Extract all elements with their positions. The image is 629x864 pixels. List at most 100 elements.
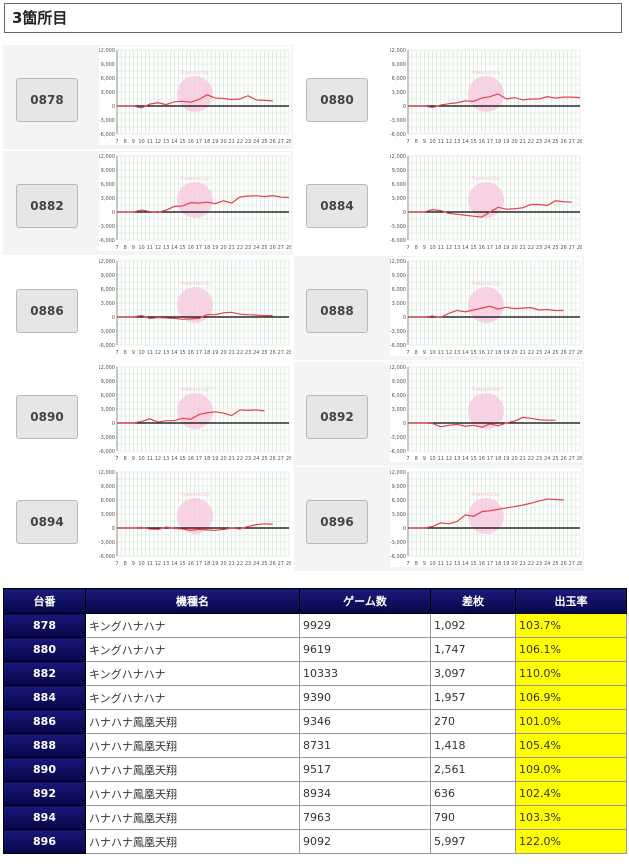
header-model-name: 機種名: [85, 588, 300, 614]
cell-coin-diff: 1,418: [430, 733, 516, 758]
x-tick-label: 23: [536, 350, 542, 356]
x-tick-label: 23: [245, 561, 251, 567]
y-tick-label: -3,000: [99, 224, 115, 230]
y-tick-label: 6,000: [101, 498, 115, 504]
watermark-logo: [177, 287, 213, 323]
machine-cell: 0882 Powered by 12,000 9,000 6,000 3,000 0 -3,0…: [3, 150, 293, 255]
x-tick-label: 14: [462, 456, 468, 462]
machine-button[interactable]: 0886: [16, 289, 78, 333]
machine-button[interactable]: 0884: [306, 183, 368, 228]
x-tick-label: 10: [138, 456, 144, 462]
machine-button[interactable]: 0894: [16, 500, 78, 544]
y-tick-label: 12,000: [99, 48, 115, 54]
x-tick-label: 7: [115, 245, 118, 251]
x-tick-label: 22: [237, 561, 243, 567]
cell-model-name: キングハナハナ: [85, 637, 300, 662]
x-tick-label: 15: [179, 561, 185, 567]
x-tick-label: 8: [415, 350, 418, 356]
machine-button[interactable]: 0892: [306, 394, 368, 439]
cell-game-count: 9092: [299, 829, 431, 854]
x-tick-label: 28: [577, 139, 582, 145]
cell-machine-number: 878: [3, 613, 86, 638]
cell-machine-number: 896: [3, 829, 86, 854]
y-tick-label: 6,000: [101, 393, 115, 399]
slump-graph-svg: Powered by 12,000 9,000 6,000 3,000 0 -3,000 -6…: [99, 470, 291, 567]
table-row: 878 キングハナハナ 9929 1,092 103.7%: [3, 613, 627, 638]
x-tick-label: 26: [269, 139, 275, 145]
watermark-text: Powered by: [180, 176, 210, 182]
x-tick-label: 8: [124, 561, 127, 567]
machine-button[interactable]: 0896: [306, 500, 368, 544]
x-tick-label: 26: [560, 139, 566, 145]
x-tick-label: 19: [212, 561, 218, 567]
x-tick-label: 15: [470, 139, 476, 145]
x-tick-label: 16: [479, 245, 485, 251]
machine-button[interactable]: 0880: [306, 78, 368, 122]
slump-line: [117, 408, 265, 424]
x-tick-label: 22: [528, 245, 534, 251]
slump-line: [408, 199, 572, 218]
cell-payout-rate: 105.4%: [515, 733, 627, 758]
cell-coin-diff: 5,997: [430, 829, 516, 854]
x-tick-label: 20: [511, 139, 517, 145]
x-tick-label: 10: [138, 350, 144, 356]
header-game-count: ゲーム数: [299, 588, 431, 614]
y-tick-label: 6,000: [101, 76, 115, 82]
cell-model-name: ハナハナ鳳凰天翔: [85, 781, 300, 806]
machine-button[interactable]: 0888: [306, 289, 368, 333]
x-tick-label: 13: [454, 456, 460, 462]
x-tick-label: 13: [454, 561, 460, 567]
x-tick-label: 12: [446, 139, 452, 145]
slump-graph-svg: Powered by 12,000 9,000 6,000 3,000 0 -3,000 -6…: [390, 48, 582, 145]
cell-coin-diff: 636: [430, 781, 516, 806]
x-tick-label: 17: [196, 245, 202, 251]
cell-machine-number: 894: [3, 805, 86, 830]
x-tick-label: 23: [245, 456, 251, 462]
x-tick-label: 17: [487, 561, 493, 567]
y-tick-label: -3,000: [99, 118, 115, 124]
table-row: 890 ハナハナ鳳凰天翔 9517 2,561 109.0%: [3, 757, 627, 782]
cell-model-name: キングハナハナ: [85, 685, 300, 710]
x-tick-label: 28: [286, 350, 291, 356]
x-tick-label: 28: [577, 561, 582, 567]
x-tick-label: 22: [528, 561, 534, 567]
x-tick-label: 22: [237, 456, 243, 462]
x-tick-label: 14: [171, 245, 177, 251]
x-tick-label: 15: [470, 561, 476, 567]
x-tick-label: 11: [147, 350, 153, 356]
machine-button[interactable]: 0890: [16, 394, 78, 439]
table-row: 884 キングハナハナ 9390 1,957 106.9%: [3, 685, 627, 710]
machine-cell: 0892 Powered by 12,000 9,000 6,000 3,000 0 -3,0…: [294, 361, 584, 466]
watermark-logo: [177, 498, 213, 534]
x-tick-label: 25: [552, 456, 558, 462]
x-tick-label: 11: [147, 456, 153, 462]
x-tick-label: 18: [204, 350, 210, 356]
y-tick-label: 9,000: [392, 62, 406, 68]
slump-line: [408, 305, 564, 319]
header-machine-number: 台番: [3, 588, 86, 614]
x-tick-label: 8: [415, 561, 418, 567]
cell-coin-diff: 2,561: [430, 757, 516, 782]
x-tick-label: 26: [269, 456, 275, 462]
x-tick-label: 20: [511, 561, 517, 567]
x-tick-label: 13: [163, 245, 169, 251]
machine-cell: 0880 Powered by 12,000 9,000 6,000 3,000 0 -3,0…: [294, 45, 584, 149]
x-tick-label: 17: [196, 561, 202, 567]
y-tick-label: -3,000: [99, 540, 115, 546]
cell-game-count: 7963: [299, 805, 431, 830]
machine-button[interactable]: 0878: [16, 78, 78, 122]
table-header-row: 台番 機種名 ゲーム数 差枚 出玉率: [3, 588, 627, 614]
cell-coin-diff: 1,747: [430, 637, 516, 662]
x-tick-label: 19: [212, 350, 218, 356]
y-tick-label: 3,000: [392, 512, 406, 518]
cell-coin-diff: 1,092: [430, 613, 516, 638]
x-tick-label: 11: [438, 245, 444, 251]
machine-cell: 0890 Powered by 12,000 9,000 6,000 3,000 0 -3,0…: [3, 362, 293, 466]
y-tick-label: -6,000: [390, 238, 406, 244]
x-tick-label: 22: [237, 350, 243, 356]
x-tick-label: 22: [528, 350, 534, 356]
x-tick-label: 10: [429, 245, 435, 251]
machine-button[interactable]: 0882: [16, 183, 78, 228]
slump-graph-svg: Powered by 12,000 9,000 6,000 3,000 0 -3,000 -6…: [390, 470, 582, 567]
table-row: 888 ハナハナ鳳凰天翔 8731 1,418 105.4%: [3, 733, 627, 758]
